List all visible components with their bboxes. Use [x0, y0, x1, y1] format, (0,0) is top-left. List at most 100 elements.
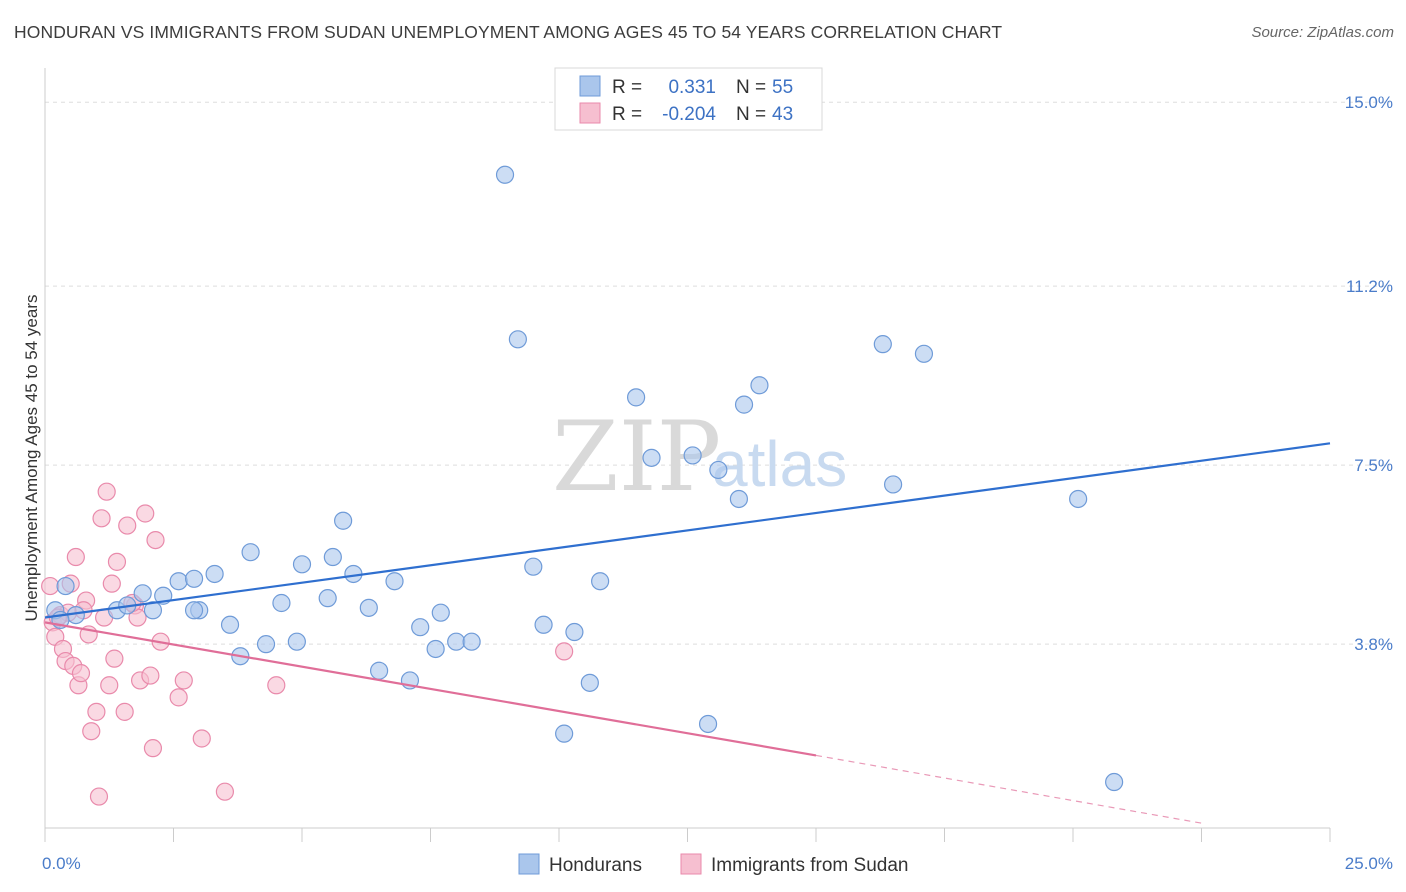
point-hondurans-37 — [565, 622, 584, 642]
point-hondurans-40 — [626, 388, 646, 407]
point-hondurans-24 — [370, 661, 389, 680]
point-hondurans-16 — [272, 593, 291, 613]
point-hondurans-28 — [426, 639, 445, 659]
y-tick-labels: 3.8% 7.5% 11.2% 15.0% — [1345, 93, 1393, 654]
point-hondurans-52 — [1105, 772, 1124, 792]
legend-n-value-1: 55 — [772, 77, 793, 98]
point-hondurans-32 — [495, 165, 515, 184]
point-hondurans-6 — [143, 601, 163, 620]
point-sudan-35 — [215, 782, 234, 801]
bottom-legend-swatch-sudan — [680, 853, 702, 875]
x-tick-labels: 0.0% 25.0% — [42, 854, 1393, 873]
point-sudan-34 — [192, 729, 211, 748]
point-hondurans-47 — [750, 376, 769, 395]
series-sudan-points — [41, 482, 574, 806]
y-tick-label-1: 7.5% — [1354, 456, 1393, 475]
legend-n-value-2: 43 — [772, 104, 793, 125]
point-hondurans-29 — [431, 603, 450, 622]
point-hondurans-1 — [56, 576, 75, 596]
point-hondurans-5 — [133, 584, 152, 603]
point-hondurans-54 — [184, 601, 204, 620]
point-sudan-13 — [82, 722, 101, 741]
point-sudan-32 — [169, 688, 188, 707]
watermark-atlas: atlas — [712, 428, 847, 500]
point-hondurans-35 — [534, 615, 553, 634]
trend-line-sudan — [44, 621, 817, 757]
point-sudan-30 — [146, 530, 165, 550]
point-sudan-14 — [87, 702, 106, 721]
point-sudan-29 — [143, 739, 163, 758]
point-sudan-27 — [136, 504, 155, 523]
point-sudan-23 — [118, 516, 137, 535]
point-hondurans-30 — [447, 632, 466, 651]
point-sudan-8 — [66, 547, 85, 567]
legend-n-label-2: N = — [736, 104, 766, 125]
point-hondurans-46 — [734, 395, 754, 414]
point-hondurans-45 — [729, 489, 749, 509]
point-sudan-0 — [41, 576, 60, 596]
point-hondurans-19 — [318, 589, 337, 608]
point-hondurans-41 — [642, 448, 661, 467]
point-sudan-37 — [555, 642, 574, 661]
grid-lines — [45, 101, 1390, 645]
point-sudan-20 — [105, 649, 124, 668]
point-sudan-16 — [92, 509, 111, 528]
point-hondurans-50 — [914, 344, 934, 363]
point-hondurans-44 — [709, 460, 728, 480]
point-hondurans-51 — [1069, 489, 1088, 509]
point-hondurans-38 — [580, 673, 599, 692]
trend-line-hondurans — [44, 442, 1331, 619]
legend-r-label-2: R = — [612, 104, 642, 125]
point-hondurans-34 — [524, 557, 543, 576]
legend-swatch-sudan — [579, 102, 601, 124]
point-sudan-22 — [115, 702, 134, 721]
point-sudan-36 — [267, 676, 286, 695]
point-hondurans-15 — [256, 635, 276, 654]
legend-r-value-1: 0.331 — [668, 77, 716, 98]
point-hondurans-17 — [287, 632, 306, 651]
bottom-legend-sudan: Immigrants from Sudan — [711, 855, 908, 876]
point-sudan-15 — [89, 787, 109, 806]
point-hondurans-23 — [359, 598, 378, 617]
point-sudan-28 — [141, 666, 160, 685]
y-tick-label-3: 15.0% — [1345, 93, 1393, 112]
point-hondurans-21 — [334, 511, 353, 530]
point-hondurans-20 — [323, 547, 342, 567]
point-hondurans-27 — [411, 618, 430, 637]
bottom-legend-hondurans: Hondurans — [549, 855, 642, 876]
legend-n-label-1: N = — [736, 77, 766, 98]
point-hondurans-31 — [462, 632, 481, 651]
y-tick-label-0: 3.8% — [1354, 635, 1393, 654]
point-sudan-19 — [102, 574, 121, 593]
legend-r-value-2: -0.204 — [662, 104, 716, 125]
point-hondurans-11 — [205, 564, 224, 584]
point-hondurans-12 — [220, 615, 240, 634]
legend-swatch-hondurans — [579, 75, 601, 97]
point-sudan-33 — [174, 671, 193, 690]
point-hondurans-39 — [591, 572, 610, 591]
x-tick-label-1: 25.0% — [1345, 854, 1393, 873]
bottom-legend: Hondurans Immigrants from Sudan — [518, 853, 908, 876]
bottom-legend-swatch-hondurans — [518, 853, 540, 875]
point-hondurans-49 — [883, 475, 903, 494]
point-hondurans-18 — [292, 555, 312, 574]
legend: R = 0.331 N = 55 R = -0.204 N = 43 — [554, 67, 823, 131]
point-sudan-18 — [100, 676, 119, 695]
y-axis-label: Unemployment Among Ages 45 to 54 years — [22, 295, 41, 622]
axes — [44, 68, 1331, 842]
point-hondurans-8 — [169, 572, 188, 591]
trend-lines — [44, 442, 1331, 824]
point-hondurans-48 — [873, 335, 892, 354]
point-hondurans-36 — [555, 724, 574, 743]
point-sudan-10 — [71, 664, 91, 683]
point-hondurans-42 — [683, 446, 702, 465]
point-hondurans-14 — [241, 543, 260, 562]
point-hondurans-43 — [698, 714, 718, 734]
point-sudan-38 — [97, 482, 116, 501]
legend-r-label-1: R = — [612, 77, 642, 98]
point-hondurans-9 — [184, 569, 204, 588]
x-tick-label-0: 0.0% — [42, 854, 81, 873]
point-hondurans-25 — [385, 572, 404, 591]
chart-source: Source: ZipAtlas.com — [1251, 24, 1394, 41]
